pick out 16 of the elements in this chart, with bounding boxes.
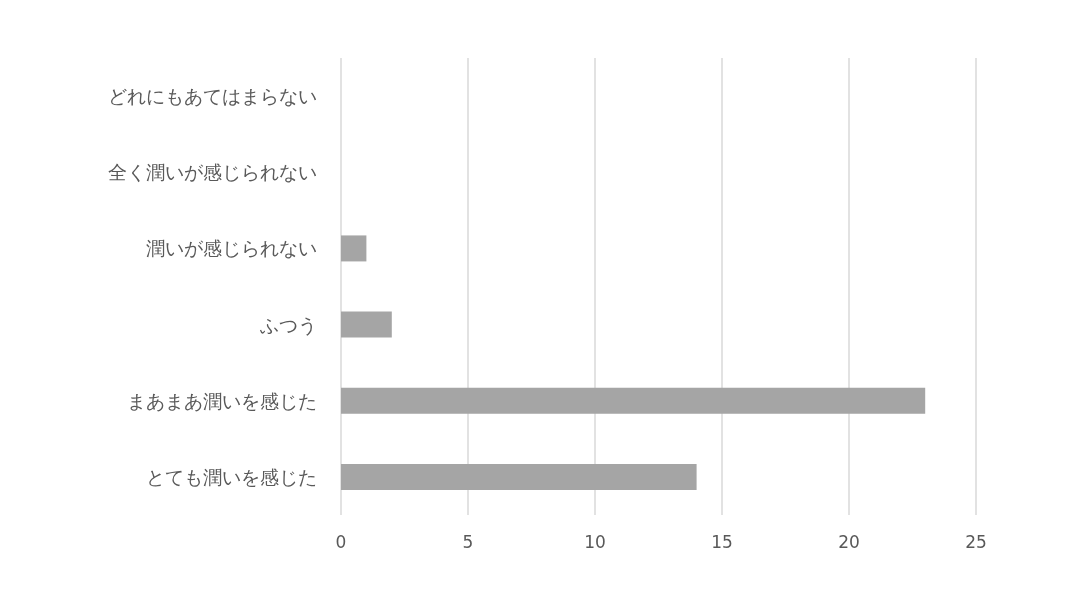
bar [341, 235, 367, 262]
bar [341, 311, 392, 338]
y-tick-label: まあまあ潤いを感じた [127, 389, 317, 412]
x-tick-label: 5 [462, 531, 474, 552]
x-tick-label: 15 [711, 531, 733, 552]
x-tick-label: 25 [965, 531, 987, 552]
y-tick-label: どれにもあてはまらない [108, 85, 317, 108]
x-tick-label: 10 [584, 531, 606, 552]
y-tick-label: 潤いが感じられない [146, 237, 317, 260]
y-tick-label: とても潤いを感じた [146, 465, 317, 488]
bar [341, 387, 926, 414]
y-tick-label: 全く潤いが感じられない [108, 161, 317, 184]
x-tick-label: 0 [335, 531, 347, 552]
bar [341, 463, 697, 490]
x-tick-label: 20 [838, 531, 860, 552]
y-tick-label: ふつう [259, 313, 317, 336]
